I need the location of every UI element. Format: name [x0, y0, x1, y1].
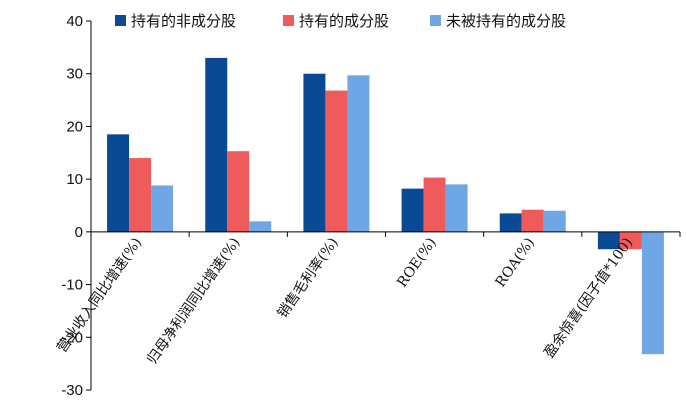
bar [227, 151, 250, 232]
x-category-label: 销售毛利率(%) [274, 234, 342, 321]
legend-label: 持有的非成分股 [131, 12, 236, 30]
bar [521, 209, 544, 232]
y-tick-label: -30 [61, 382, 83, 399]
x-category-label: 归母净利润同比增速(%) [143, 234, 243, 367]
legend-item: 持有的非成分股 [115, 12, 236, 30]
x-category-label: ROA(%) [493, 235, 538, 290]
x-category-label: 盈余惊喜(因子值*100) [540, 234, 636, 361]
bar [325, 90, 348, 232]
legend: 持有的非成分股 持有的成分股 未被持有的成分股 [115, 12, 566, 30]
bar [543, 210, 566, 232]
bar [347, 75, 370, 232]
y-tick-label: -10 [61, 277, 83, 294]
bar [641, 231, 664, 355]
bar [303, 73, 326, 232]
y-tick-label: 10 [66, 171, 83, 188]
bar [597, 231, 620, 250]
bars [107, 57, 664, 355]
bar [107, 134, 130, 232]
bar [499, 213, 522, 232]
bar [129, 158, 152, 232]
x-category-label: 营业收入同比增速(%) [54, 235, 145, 356]
legend-swatch [115, 15, 126, 26]
legend-item: 未被持有的成分股 [430, 12, 566, 30]
y-tick-label: 40 [66, 13, 83, 30]
legend-swatch [430, 15, 441, 26]
bar [249, 221, 272, 232]
y-axis: -30 -20 -10 0 10 20 30 40 [61, 13, 92, 399]
legend-swatch [283, 15, 294, 26]
bar [151, 185, 174, 232]
x-category-label: ROE(%) [394, 235, 439, 290]
x-axis: 营业收入同比增速(%)归母净利润同比增速(%) 销售毛利率(%) ROE(%) ROA… [54, 231, 681, 367]
legend-label: 未被持有的成分股 [446, 12, 566, 30]
bar [401, 188, 424, 232]
y-tick-label: 20 [66, 118, 83, 135]
legend-item: 持有的成分股 [283, 12, 389, 30]
y-tick-label: -20 [61, 329, 83, 346]
legend-label: 持有的成分股 [299, 12, 389, 30]
bar [445, 184, 468, 232]
bar [205, 57, 228, 232]
y-tick-label: 0 [75, 224, 83, 241]
y-tick-label: 30 [66, 66, 83, 83]
bar [423, 177, 446, 232]
bar [619, 231, 642, 250]
